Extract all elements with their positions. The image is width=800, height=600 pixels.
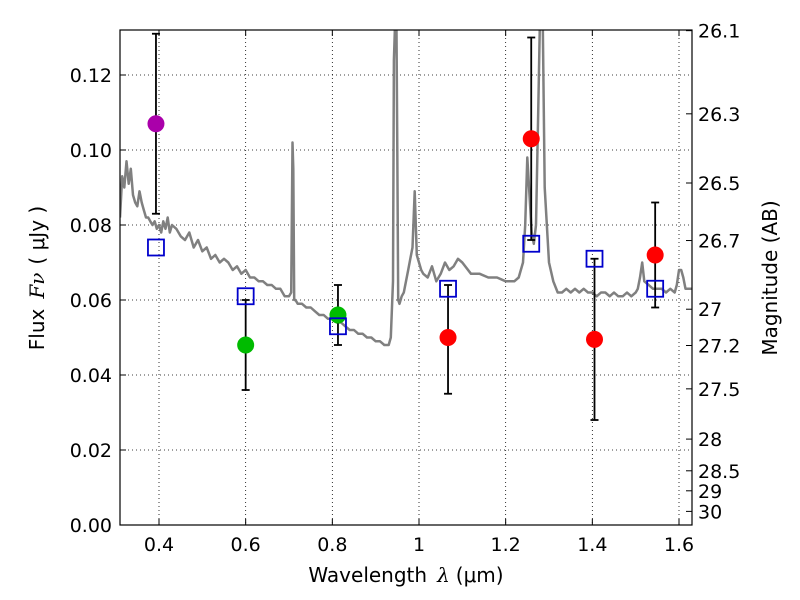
y-axis-title: Flux Fν ( μJy ) xyxy=(25,206,49,350)
x-axis-title: Wavelength λ (μm) xyxy=(308,563,503,587)
y-tick-label: 0.12 xyxy=(70,65,112,87)
model-band-square xyxy=(439,279,457,298)
model-band-square xyxy=(236,287,255,306)
x-tick-label: 0.8 xyxy=(317,534,347,556)
x-tick-label: 1.6 xyxy=(664,534,694,556)
model-band-square xyxy=(646,279,665,298)
right-tick-label: 27 xyxy=(698,299,722,321)
x-axis-unit: (μm) xyxy=(456,563,504,587)
y-tick-label: 0.02 xyxy=(70,440,112,462)
right-tick-label: 28 xyxy=(698,429,722,451)
data-markers xyxy=(147,115,665,354)
x-axis-title-prefix: Wavelength xyxy=(308,563,427,587)
y-tick-label: 0.10 xyxy=(70,140,112,162)
x-tick-label: 0.4 xyxy=(144,534,174,556)
x-axis-ticks: 0.4 0.6 0.8 1 1.2 1.4 1.6 xyxy=(144,30,694,556)
right-tick-label: 27.2 xyxy=(698,336,740,358)
x-tick-label: 0.6 xyxy=(231,534,261,556)
photometry-point xyxy=(586,330,603,348)
right-tick-label: 26.1 xyxy=(698,21,740,43)
right-tick-label: 27.5 xyxy=(698,379,740,401)
model-band-square xyxy=(147,238,165,257)
x-axis-symbol: λ xyxy=(436,563,450,587)
y-tick-label: 0.08 xyxy=(70,215,112,237)
right-tick-label: 30 xyxy=(698,501,722,523)
y-axis-symbol: Fν xyxy=(25,273,49,300)
right-tick-label: 26.7 xyxy=(698,231,740,253)
right-tick-label: 26.5 xyxy=(698,173,740,195)
photometry-point xyxy=(237,336,255,354)
error-bars xyxy=(151,32,660,421)
photometry-point xyxy=(329,306,347,324)
y-axis-ticks: 0.00 0.02 0.04 0.06 0.08 0.10 0.12 xyxy=(70,65,126,537)
y-axis-title-prefix: Flux xyxy=(25,308,49,350)
y-axis-unit: ( μJy ) xyxy=(25,206,49,265)
x-tick-label: 1 xyxy=(413,534,425,556)
right-tick-label: 26.3 xyxy=(698,104,740,126)
photometry-point xyxy=(439,329,457,346)
model-spectrum-layer xyxy=(120,30,692,347)
x-tick-label: 1.2 xyxy=(491,534,521,556)
model-spectrum-line xyxy=(120,30,692,347)
model-band-square xyxy=(522,234,541,253)
photometry-point xyxy=(147,115,165,133)
plot-frame xyxy=(119,29,693,526)
photometry-point xyxy=(522,130,540,148)
model-band-square xyxy=(329,317,347,336)
right-tick-label: 29 xyxy=(698,481,722,503)
right-tick-label: 28.5 xyxy=(698,461,740,483)
y-tick-label: 0.04 xyxy=(70,365,112,387)
x-tick-label: 1.4 xyxy=(577,534,607,556)
y-tick-label: 0.06 xyxy=(70,290,112,312)
model-band-square xyxy=(585,249,604,268)
y-tick-label: 0.00 xyxy=(70,515,112,537)
right-axis-title: Magnitude (AB) xyxy=(758,200,782,355)
photometry-point xyxy=(646,246,664,264)
